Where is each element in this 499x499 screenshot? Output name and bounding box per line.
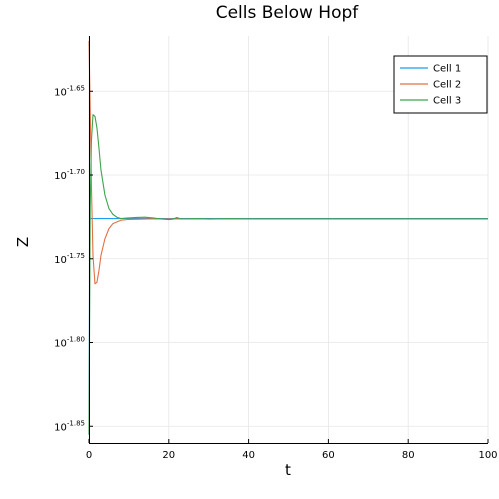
x-tick-label: 0 [86,450,92,461]
y-tick-label: 10-1.80 [54,336,85,350]
series-line-cell-2 [88,41,488,285]
y-axis-label: Z [14,237,32,247]
y-tick-label: 10-1.75 [54,252,85,266]
x-tick-label: 80 [402,450,415,461]
y-tick-exponent: -1.80 [67,336,85,344]
x-tick-label: 20 [162,450,175,461]
series-line-cell-1 [88,218,488,435]
y-tick-exponent: -1.75 [67,252,85,260]
x-tick-labels: 0 20 40 60 80 100 [86,439,498,461]
y-tick-exponent: -1.85 [67,419,85,427]
y-tick-base: 10 [54,87,67,98]
legend-label-cell-1: Cell 1 [433,64,461,75]
legend-label-cell-3: Cell 3 [433,96,461,107]
y-tick-base: 10 [54,422,67,433]
legend-label-cell-2: Cell 2 [433,80,461,91]
y-tick-base: 10 [54,339,67,350]
legend: Cell 1 Cell 2 Cell 3 [393,55,488,114]
y-tick-base: 10 [54,171,67,182]
x-tick-label: 60 [322,450,335,461]
series-line-cell-3 [88,114,488,435]
y-tick-label: 10-1.70 [54,168,85,182]
x-axis-label: t [285,461,291,479]
x-tick-label: 40 [242,450,255,461]
y-tick-base: 10 [54,255,67,266]
y-tick-exponent: -1.70 [67,168,85,176]
chart-title: Cells Below Hopf [216,3,360,23]
grid-lines [88,36,489,443]
y-tick-label: 10-1.85 [54,419,85,433]
y-tick-label: 10-1.65 [54,84,85,98]
x-tick-label: 100 [478,450,497,461]
y-tick-exponent: -1.65 [67,84,85,92]
